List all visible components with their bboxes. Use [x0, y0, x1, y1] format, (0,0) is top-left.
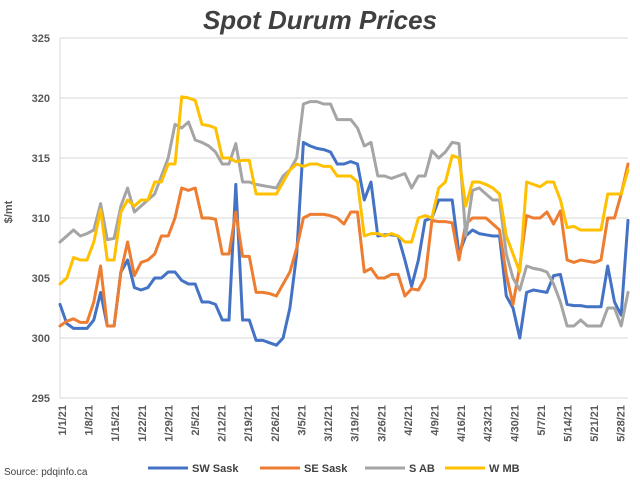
x-tick-label: 2/12/21 — [217, 405, 229, 442]
legend-label: SE Sask — [304, 463, 348, 475]
series-line — [58, 95, 630, 286]
x-tick-label: 2/5/21 — [190, 405, 202, 436]
x-tick-label: 5/21/21 — [589, 405, 601, 442]
y-tick-label: 325 — [32, 33, 50, 45]
y-tick-label: 295 — [32, 393, 50, 405]
x-tick-label: 3/26/21 — [376, 405, 388, 442]
x-tick-label: 3/5/21 — [296, 405, 308, 436]
y-axis-label: $/mt — [3, 200, 15, 223]
legend-label: SW Sask — [192, 463, 239, 475]
legend: SW Sask SE Sask S AB W MB — [148, 463, 520, 475]
x-tick-label: 4/30/21 — [509, 405, 521, 442]
x-axis-ticks: 1/1/21 1/8/21 1/15/21 1/22/21 1/29/21 2/5/21 2… — [57, 405, 628, 442]
y-axis-ticks: 295 300 305 310 315 320 325 — [32, 33, 50, 405]
x-tick-label: 1/8/21 — [84, 405, 96, 436]
chart-title: Spot Durum Prices — [203, 5, 437, 35]
legend-label: S AB — [409, 463, 435, 475]
y-tick-label: 310 — [32, 213, 50, 225]
x-tick-label: 4/16/21 — [456, 405, 468, 442]
x-tick-label: 1/1/21 — [57, 405, 69, 436]
y-tick-label: 300 — [32, 333, 50, 345]
series-line — [58, 162, 630, 328]
x-tick-label: 5/28/21 — [616, 405, 628, 442]
x-tick-label: 1/22/21 — [137, 405, 149, 442]
series-lines — [58, 95, 630, 347]
x-tick-label: 4/23/21 — [483, 405, 495, 442]
legend-label: W MB — [489, 463, 520, 475]
x-tick-label: 2/26/21 — [270, 405, 282, 442]
series-line — [58, 100, 630, 328]
x-tick-label: 4/2/21 — [403, 405, 415, 436]
x-tick-label: 1/15/21 — [110, 405, 122, 442]
x-tick-label: 4/9/21 — [429, 405, 441, 436]
y-tick-label: 315 — [32, 153, 50, 165]
x-tick-label: 3/19/21 — [350, 405, 362, 442]
series-line — [58, 140, 630, 347]
x-tick-label: 3/12/21 — [323, 405, 335, 442]
x-tick-label: 5/7/21 — [536, 405, 548, 436]
x-tick-label: 1/29/21 — [163, 405, 175, 442]
x-tick-label: 2/19/21 — [243, 405, 255, 442]
source-note: Source: pdqinfo.ca — [4, 467, 88, 478]
y-tick-label: 320 — [32, 93, 50, 105]
y-tick-label: 305 — [32, 273, 50, 285]
x-tick-label: 5/14/21 — [562, 405, 574, 442]
